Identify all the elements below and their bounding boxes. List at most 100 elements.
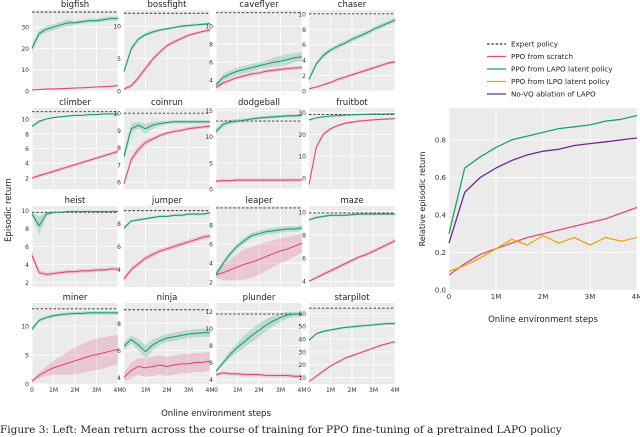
y-tick-label: 10	[113, 111, 121, 118]
figure: 0102030bigfish0510bossfight46810caveflye…	[4, 0, 640, 419]
series-line-lapo	[215, 227, 303, 275]
band-lapo	[124, 120, 210, 162]
chart-panel-miner: 0 5 10 0 1M 2M 3M 4M miner	[21, 293, 122, 394]
chart-panel-maze: 4 6 8 10 maze	[298, 196, 396, 287]
y-tick-label: 6	[117, 348, 121, 355]
y-tick-label: 6	[302, 256, 306, 263]
band-lapo	[32, 113, 118, 128]
series-line-ilpo	[448, 234, 638, 272]
band-lapo	[32, 16, 118, 53]
y-tick-label: 0.6	[435, 174, 447, 182]
y-tick-label: 8	[117, 221, 121, 228]
y-tick-label: 0	[209, 187, 213, 194]
shared-y-axis-label: Episodic return	[4, 178, 14, 242]
series-line-lapo	[215, 56, 303, 86]
chart-panel-jumper: 4 6 8 jumper	[117, 196, 211, 287]
series-line-scratch	[308, 61, 396, 90]
series-line-lapo	[215, 313, 302, 372]
panel-title: coinrun	[151, 98, 183, 108]
panel-title: caveflyer	[239, 0, 279, 10]
y-tick-label: 0.4	[435, 211, 447, 219]
legend-item-scratch: PPO from scratch	[487, 52, 573, 61]
y-tick-label: 2	[209, 280, 213, 287]
series-line-lapo	[308, 19, 396, 80]
y-tick-label: 12	[205, 309, 213, 316]
legend-label: PPO from ILPO latent policy	[511, 77, 610, 86]
y-tick-label: 2	[302, 73, 306, 80]
series-line-scratch	[31, 255, 118, 275]
legend-label: Expert policy	[511, 40, 559, 49]
y-tick-label: 6	[302, 42, 306, 49]
band-lapo	[216, 311, 302, 373]
series-line-scratch	[215, 179, 302, 182]
y-tick-label: 60	[298, 311, 306, 318]
series-line-lapo	[31, 113, 118, 127]
y-tick-label: 10	[113, 24, 121, 31]
series-line-scratch	[448, 206, 638, 276]
series-line-scratch	[123, 29, 211, 90]
x-tick-label: 2M	[348, 387, 357, 394]
panel-title: miner	[63, 293, 88, 303]
chart-panel-bossfight: 0 5 10 bossfight	[113, 0, 211, 96]
y-tick-label: 4	[25, 262, 29, 269]
series-line-scratch	[215, 372, 302, 377]
legend-label: PPO from LAPO latent policy	[511, 65, 613, 74]
x-tick-label: 3M	[585, 293, 596, 301]
series-line-scratch	[215, 67, 303, 88]
series-line-lapo	[215, 114, 303, 132]
x-axis-label: Online environment steps	[488, 315, 598, 325]
y-tick-label: 10	[205, 134, 213, 141]
y-tick-label: 8	[302, 232, 306, 239]
x-tick-label: 2M	[71, 387, 80, 394]
chart-panel-fruitbot: 0 10 20 30 fruitbot	[298, 98, 396, 189]
small-multiples-grid: 0102030bigfish0510bossfight46810caveflye…	[21, 0, 399, 394]
series-line-lapo	[123, 23, 211, 72]
panel-title: jumper	[151, 196, 183, 206]
series-line-novq	[448, 137, 638, 244]
y-tick-label: 10	[298, 11, 306, 18]
legend-item-lapo: PPO from LAPO latent policy	[487, 65, 613, 74]
x-tick-label: 0	[447, 293, 451, 301]
y-tick-label: 10	[21, 67, 29, 74]
y-tick-label: 4	[302, 58, 306, 65]
y-tick-label: 10	[21, 117, 29, 124]
series-line-scratch	[308, 117, 396, 185]
y-tick-label: 0.2	[435, 249, 446, 257]
chart-panel-heist: 2 4 6 8 10 heist	[21, 196, 119, 287]
y-tick-label: 10	[298, 209, 306, 216]
y-tick-label: 5	[117, 56, 121, 63]
x-tick-label: 3M	[276, 387, 285, 394]
y-tick-label: 10	[205, 24, 213, 31]
y-tick-label: 8	[25, 226, 29, 233]
y-tick-label: 6	[209, 60, 213, 67]
x-tick-label: 2M	[255, 387, 264, 394]
y-tick-label: 0	[302, 176, 306, 183]
y-tick-label: 0	[302, 89, 306, 96]
y-tick-label: 0.8	[435, 136, 446, 144]
legend-item-expert: Expert policy	[487, 40, 559, 49]
y-tick-label: 15	[205, 108, 213, 115]
y-tick-label: 0	[25, 89, 29, 96]
relative-return-chart: 0.0 0.2 0.4 0.6 0.8 0 1M 2M 3M 4M Relative episodi…	[418, 108, 640, 325]
x-tick-label: 2M	[163, 387, 172, 394]
band-scratch	[216, 233, 302, 281]
y-tick-label: 10	[298, 154, 306, 161]
y-tick-label: 4	[209, 78, 213, 85]
y-tick-label: 30	[21, 25, 29, 32]
band-lapo	[124, 22, 210, 75]
x-tick-label: 3M	[184, 387, 193, 394]
y-tick-label: 20	[298, 132, 306, 139]
series-line-lapo	[123, 212, 211, 229]
series-line-scratch	[215, 242, 303, 276]
y-tick-label: 6	[117, 180, 121, 187]
panel-title: starpilot	[334, 293, 370, 303]
y-tick-label: 8	[209, 343, 213, 350]
figure-caption: Figure 3: Left: Mean return across the c…	[0, 424, 562, 436]
y-tick-label: 8	[117, 145, 121, 152]
band-scratch	[32, 334, 118, 383]
y-tick-label: 10	[21, 208, 29, 215]
shared-x-axis-label: Online environment steps	[161, 409, 271, 419]
x-tick-label: 4M	[114, 387, 123, 394]
y-tick-label: 0	[117, 89, 121, 96]
y-tick-label: 5	[25, 353, 29, 360]
